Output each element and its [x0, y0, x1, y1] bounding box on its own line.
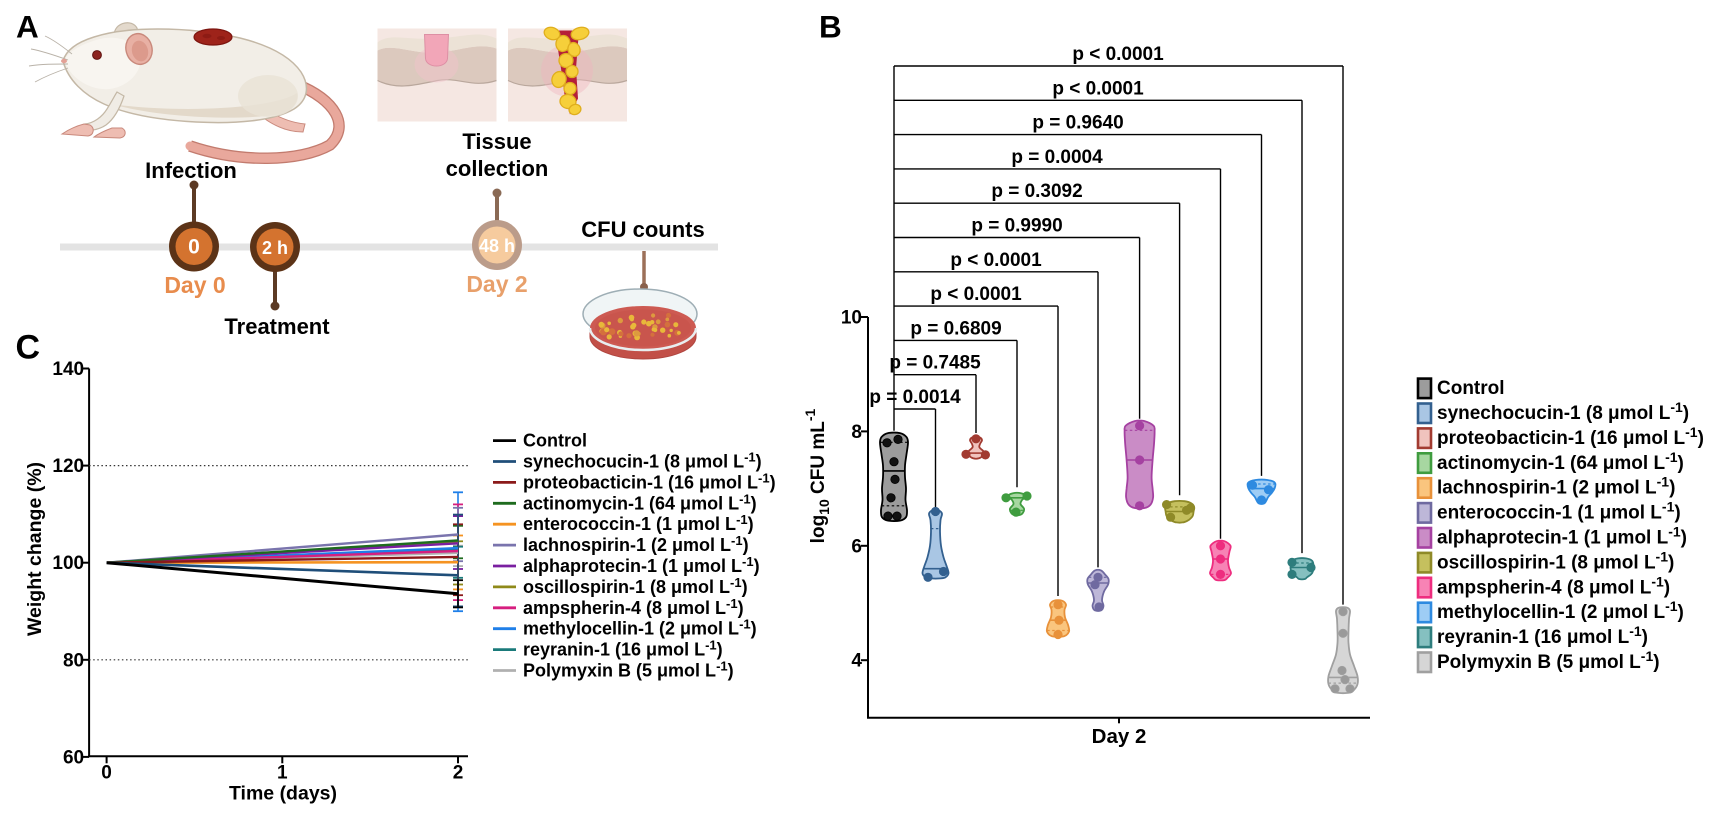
svg-text:120: 120 — [52, 456, 84, 477]
svg-text:80: 80 — [63, 650, 84, 671]
svg-text:ampspherin-4 (8 μmol L-1): ampspherin-4 (8 μmol L-1) — [1437, 573, 1670, 598]
svg-text:p = 0.9640: p = 0.9640 — [1032, 113, 1123, 134]
svg-text:alphaprotecin-1 (1 μmol L-1): alphaprotecin-1 (1 μmol L-1) — [1437, 524, 1687, 549]
svg-text:p = 0.9990: p = 0.9990 — [971, 216, 1062, 237]
svg-text:1: 1 — [277, 762, 288, 783]
svg-text:reyranin-1 (16 μmol L-1): reyranin-1 (16 μmol L-1) — [1437, 623, 1648, 648]
svg-text:p < 0.0001: p < 0.0001 — [950, 250, 1042, 271]
svg-text:6: 6 — [851, 536, 862, 557]
svg-text:Day 2: Day 2 — [466, 271, 527, 297]
svg-text:140: 140 — [52, 359, 84, 380]
svg-text:B: B — [819, 8, 842, 44]
svg-text:actinomycin-1 (64 μmol L-1): actinomycin-1 (64 μmol L-1) — [523, 491, 757, 513]
svg-text:Control: Control — [1437, 378, 1505, 399]
svg-text:methylocellin-1 (2 μmol L-1): methylocellin-1 (2 μmol L-1) — [1437, 598, 1684, 623]
svg-text:lachnospirin-1 (2 μmol L-1): lachnospirin-1 (2 μmol L-1) — [1437, 474, 1675, 499]
svg-text:A: A — [16, 8, 39, 44]
svg-text:p < 0.0001: p < 0.0001 — [1052, 78, 1144, 99]
svg-text:proteobacticin-1 (16 μmol L-1): proteobacticin-1 (16 μmol L-1) — [1437, 424, 1704, 449]
svg-text:enterococcin-1 (1 μmol L-1): enterococcin-1 (1 μmol L-1) — [1437, 499, 1681, 524]
svg-text:ampspherin-4 (8 μmol L-1): ampspherin-4 (8 μmol L-1) — [523, 596, 744, 618]
svg-text:8: 8 — [851, 422, 862, 443]
svg-text:2 h: 2 h — [262, 238, 288, 258]
svg-text:0: 0 — [101, 762, 112, 783]
svg-text:2: 2 — [453, 762, 464, 783]
svg-text:synechocucin-1 (8 μmol L-1): synechocucin-1 (8 μmol L-1) — [1437, 399, 1689, 424]
svg-text:Day 0: Day 0 — [164, 272, 225, 298]
svg-text:p < 0.0001: p < 0.0001 — [1072, 44, 1164, 65]
svg-text:Day 2: Day 2 — [1092, 725, 1147, 748]
svg-text:reyranin-1 (16 μmol L-1): reyranin-1 (16 μmol L-1) — [523, 638, 723, 660]
svg-text:60: 60 — [63, 747, 84, 768]
svg-text:Tissue: Tissue — [462, 129, 531, 154]
svg-text:Weight change (%): Weight change (%) — [24, 462, 46, 636]
svg-text:alphaprotecin-1 (1 μmol L-1): alphaprotecin-1 (1 μmol L-1) — [523, 554, 760, 576]
svg-text:4: 4 — [851, 651, 862, 672]
svg-text:synechocucin-1 (8 μmol L-1): synechocucin-1 (8 μmol L-1) — [523, 450, 762, 472]
svg-text:oscillospirin-1 (8 μmol L-1): oscillospirin-1 (8 μmol L-1) — [523, 575, 748, 597]
svg-text:p = 0.0004: p = 0.0004 — [1011, 147, 1103, 168]
svg-text:p = 0.7485: p = 0.7485 — [889, 353, 981, 374]
svg-text:p < 0.0001: p < 0.0001 — [930, 284, 1022, 305]
svg-text:Polymyxin B (5 μmol L-1): Polymyxin B (5 μmol L-1) — [1437, 648, 1660, 673]
svg-text:48 h: 48 h — [479, 236, 515, 256]
svg-text:lachnospirin-1 (2 μmol L-1): lachnospirin-1 (2 μmol L-1) — [523, 533, 749, 555]
svg-text:oscillospirin-1 (8 μmol L-1): oscillospirin-1 (8 μmol L-1) — [1437, 548, 1674, 573]
svg-text:0: 0 — [188, 236, 200, 259]
svg-text:collection: collection — [446, 156, 549, 181]
svg-text:Control: Control — [523, 431, 587, 451]
svg-text:CFU counts: CFU counts — [581, 217, 704, 242]
svg-text:Time (days): Time (days) — [229, 782, 337, 804]
svg-text:Treatment: Treatment — [224, 314, 330, 339]
svg-text:p = 0.6809: p = 0.6809 — [910, 318, 1001, 339]
svg-text:actinomycin-1 (64 μmol L-1): actinomycin-1 (64 μmol L-1) — [1437, 449, 1684, 474]
svg-text:proteobacticin-1 (16 μmol L-1): proteobacticin-1 (16 μmol L-1) — [523, 470, 776, 492]
svg-text:100: 100 — [52, 553, 84, 574]
svg-text:enterococcin-1 (1 μmol L-1): enterococcin-1 (1 μmol L-1) — [523, 512, 754, 534]
svg-text:C: C — [16, 329, 41, 367]
svg-text:10: 10 — [841, 308, 862, 329]
svg-text:Infection: Infection — [145, 158, 237, 183]
svg-text:p = 0.3092: p = 0.3092 — [991, 181, 1082, 202]
svg-text:Polymyxin B (5 μmol L-1): Polymyxin B (5 μmol L-1) — [523, 659, 734, 681]
svg-text:methylocellin-1 (2 μmol L-1): methylocellin-1 (2 μmol L-1) — [523, 617, 757, 639]
svg-text:p = 0.0014: p = 0.0014 — [869, 387, 961, 408]
